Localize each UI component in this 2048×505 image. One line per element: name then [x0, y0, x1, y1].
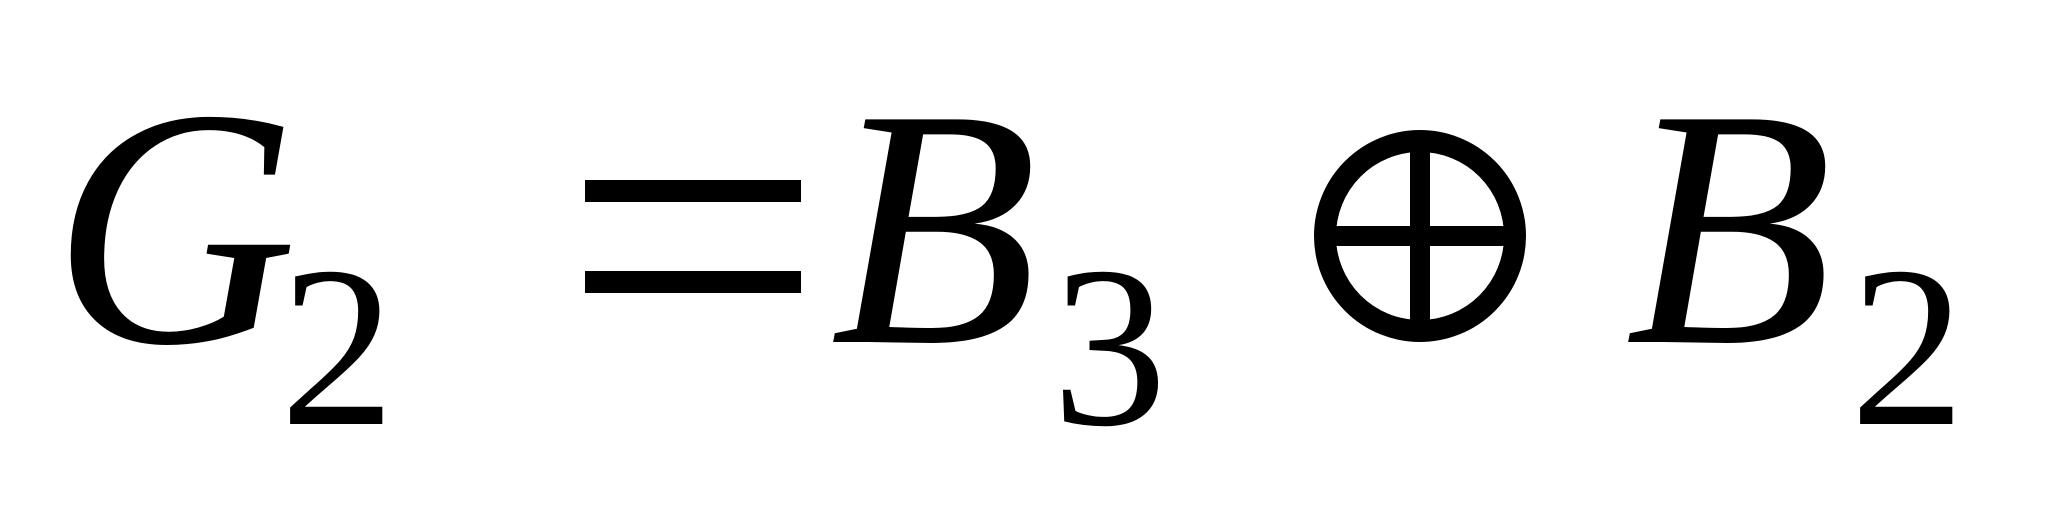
rhs-first-subscript: 3 [1052, 219, 1167, 474]
equals-top-bar [585, 180, 801, 202]
rhs-second-symbol-B: B [1625, 39, 1833, 416]
lhs-symbol-G: G [52, 39, 298, 416]
rhs-second-subscript: 2 [1850, 219, 1965, 474]
lhs-subscript: 2 [280, 219, 395, 474]
equals-bottom-bar [585, 271, 801, 293]
rhs-first-symbol-B: B [830, 39, 1038, 416]
direct-sum-icon [1314, 130, 1526, 342]
